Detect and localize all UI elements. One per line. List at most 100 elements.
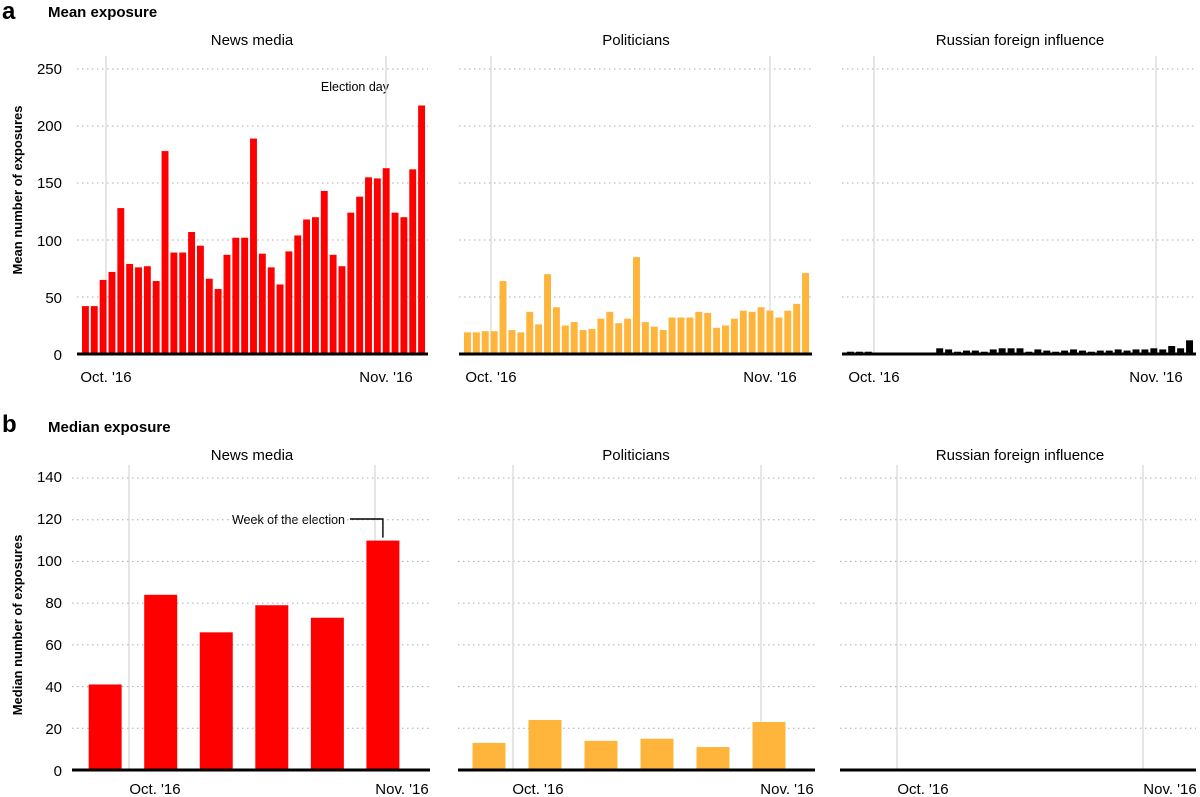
bar-a-politicians-22: [659, 330, 667, 354]
bar-a-politicians-13: [579, 330, 587, 354]
panel-a-news-xtick-oct: Oct. '16: [80, 369, 131, 386]
bar-a-russian-21: [1034, 349, 1042, 354]
panel-b-pol-xtick-nov: Nov. '16: [760, 781, 813, 797]
bar-a-politicians-15: [597, 318, 605, 354]
bar-a-news-media-15: [214, 289, 222, 354]
bar-a-russian-18: [1007, 348, 1015, 354]
panel-b-ytick-5: 100: [37, 553, 62, 570]
bar-a-news-media-0: [81, 306, 89, 354]
panel-a-pol-xtick-oct: Oct. '16: [465, 369, 516, 386]
bar-a-politicians-3: [490, 331, 498, 354]
panel-b-ytick-3: 60: [45, 637, 62, 654]
bar-a-politicians-14: [588, 328, 596, 354]
bar-b-news-media-3: [255, 605, 289, 770]
bar-a-russian-28: [1096, 350, 1104, 354]
bar-a-politicians-10: [552, 307, 560, 354]
bar-a-news-media-22: [276, 284, 284, 354]
panel-b-facet-title-russian: Russian foreign influence: [936, 447, 1104, 464]
bar-a-news-media-30: [347, 212, 355, 354]
panel-b-label: b: [2, 411, 17, 438]
panel-b-ytick-6: 120: [37, 511, 62, 528]
annotation-election-day: Election day: [321, 80, 390, 94]
bar-a-russian-36: [1168, 346, 1176, 354]
bar-a-politicians-19: [633, 257, 640, 354]
bar-b-politicians-1: [528, 719, 562, 770]
bar-a-news-media-35: [391, 212, 399, 354]
bar-a-news-media-1: [90, 306, 98, 354]
bar-a-politicians-25: [686, 317, 694, 354]
panel-b-news-xtick-nov: Nov. '16: [375, 781, 428, 797]
bar-a-russian-37: [1177, 348, 1185, 354]
bar-a-politicians-33: [757, 307, 765, 354]
bar-a-politicians-9: [544, 274, 551, 354]
bar-a-news-media-27: [320, 190, 328, 354]
bar-a-politicians-0: [463, 332, 471, 354]
bar-a-politicians-18: [624, 318, 632, 354]
bar-a-politicians-31: [739, 310, 747, 354]
bar-a-russian-17: [998, 348, 1006, 354]
bar-a-news-media-16: [223, 254, 231, 354]
bar-a-politicians-38: [802, 273, 810, 354]
bar-a-news-media-18: [241, 237, 249, 354]
bar-a-politicians-4: [499, 281, 507, 354]
bar-a-politicians-37: [793, 303, 801, 354]
annotation-bracket-b: [350, 518, 384, 538]
panel-a-facet-title-politicians: Politicians: [602, 32, 670, 49]
bar-a-news-media-31: [356, 196, 364, 354]
panel-b-ytick-2: 40: [45, 679, 62, 696]
bar-a-politicians-2: [481, 331, 489, 354]
bar-a-russian-31: [1123, 350, 1131, 354]
bar-b-politicians-5: [752, 722, 786, 770]
bar-a-russian-14: [971, 350, 979, 354]
panel-a-rus-xtick-oct: Oct. '16: [848, 369, 899, 386]
bar-a-politicians-35: [775, 317, 783, 354]
bar-a-news-media-3: [108, 271, 116, 354]
bar-b-news-media-5: [366, 540, 400, 770]
bar-a-politicians-34: [766, 310, 774, 354]
panel-b-pol-xtick-oct: Oct. '16: [512, 781, 563, 797]
bar-a-russian-35: [1159, 349, 1167, 354]
bar-b-news-media-0: [88, 684, 122, 770]
bar-a-news-media-29: [338, 266, 346, 354]
bar-a-news-media-38: [418, 105, 426, 354]
panel-b-ylabel: Median number of exposures: [10, 535, 25, 716]
bar-b-politicians-4: [696, 747, 730, 770]
panel-b-y-tick-labels: 0 20 40 60 80 100 120 140: [37, 469, 62, 780]
panel-a-facet-title-news-media: News media: [211, 32, 294, 49]
bar-a-politicians-5: [508, 330, 516, 354]
bar-a-politicians-11: [561, 325, 569, 354]
bar-a-russian-19: [1016, 348, 1024, 354]
bar-a-politicians-29: [722, 325, 729, 354]
bar-a-russian-38: [1186, 340, 1194, 354]
bar-a-russian-33: [1141, 349, 1149, 354]
bar-a-politicians-30: [730, 318, 738, 354]
bar-a-politicians-26: [695, 311, 703, 354]
bar-a-news-media-10: [170, 252, 178, 354]
bar-a-news-media-28: [329, 254, 337, 354]
bar-a-news-media-7: [143, 266, 151, 354]
panel-b-rus-xtick-oct: Oct. '16: [897, 781, 948, 797]
panel-a-rus-xtick-nov: Nov. '16: [1129, 369, 1182, 386]
bar-a-politicians-1: [472, 332, 480, 354]
bar-a-russian-25: [1070, 349, 1078, 354]
bar-a-news-media-14: [205, 278, 213, 354]
bar-a-russian-30: [1114, 349, 1122, 354]
bar-b-politicians-0: [472, 742, 506, 770]
bar-a-politicians-36: [784, 310, 792, 354]
bar-a-news-media-11: [179, 252, 187, 354]
bar-a-politicians-27: [704, 312, 712, 354]
panel-a-y-tick-labels: 0 50 100 150 200 250: [37, 61, 62, 364]
panel-b-facet-title-news-media: News media: [211, 447, 294, 464]
panel-b-ytick-1: 20: [45, 721, 62, 738]
bar-a-news-media-32: [365, 177, 372, 354]
bar-a-politicians-17: [615, 323, 623, 354]
bar-a-news-media-36: [400, 217, 408, 354]
panel-a-title: Mean exposure: [48, 4, 157, 21]
bar-a-news-media-13: [196, 245, 204, 354]
bar-a-news-media-4: [117, 208, 125, 354]
bar-a-politicians-8: [535, 324, 543, 354]
bar-a-politicians-21: [650, 326, 658, 354]
panel-b-ytick-4: 80: [45, 595, 62, 612]
bar-a-news-media-6: [135, 267, 142, 354]
